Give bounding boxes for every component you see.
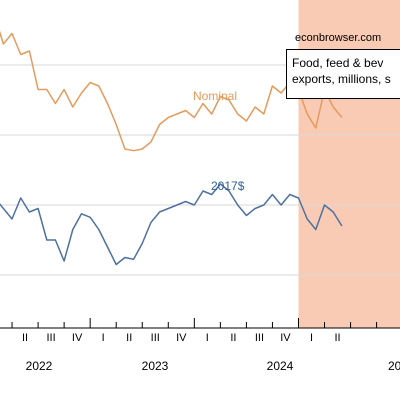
quarter-label: I xyxy=(206,332,209,344)
quarter-label: IV xyxy=(176,332,187,344)
quarter-label: I xyxy=(310,332,313,344)
quarter-label: I xyxy=(102,332,105,344)
x-axis-ticks xyxy=(11,318,378,328)
quarter-label: III xyxy=(151,332,160,344)
quarter-label: II xyxy=(230,332,236,344)
year-label: 2024 xyxy=(267,359,294,373)
chart-title-box: Food, feed & bev exports, millions, s xyxy=(286,49,400,99)
quarter-label: III xyxy=(47,332,56,344)
year-label: 20 xyxy=(388,359,400,373)
series-lines xyxy=(0,30,343,266)
series-line-real xyxy=(0,183,343,266)
quarter-label: IV xyxy=(280,332,291,344)
source-label: econbrowser.com xyxy=(295,32,382,44)
year-label: 2022 xyxy=(26,359,53,373)
quarter-label: II xyxy=(334,332,340,344)
series-line-nominal xyxy=(0,30,343,152)
series-label-nominal: Nominal xyxy=(193,89,237,103)
year-label: 2023 xyxy=(142,359,169,373)
quarter-label: II xyxy=(126,332,132,344)
quarter-label: IV xyxy=(72,332,83,344)
quarter-label: II xyxy=(22,332,28,344)
series-label-real: 2017$ xyxy=(211,179,245,193)
chart-title-line-1: Food, feed & bev xyxy=(292,56,384,70)
quarter-label: III xyxy=(255,332,264,344)
chart-title-line-2: exports, millions, s xyxy=(292,72,391,86)
